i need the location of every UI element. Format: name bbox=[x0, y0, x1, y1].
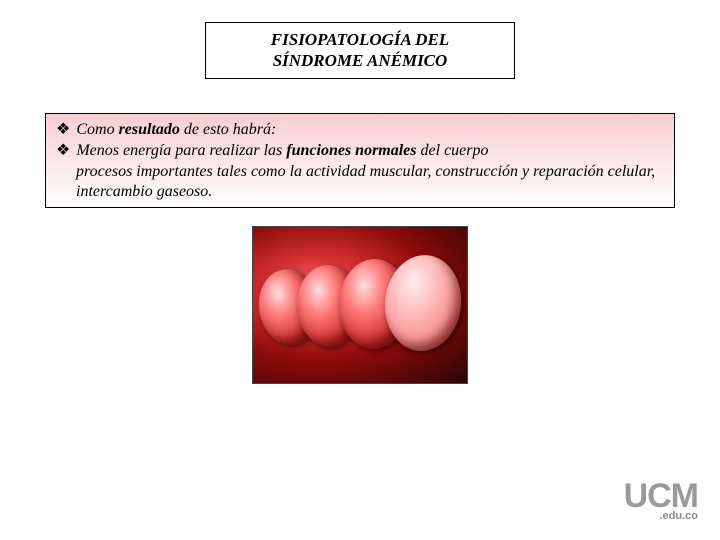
bullet-continuation: procesos importantes tales como la activ… bbox=[76, 162, 664, 204]
bullet-item: ❖ Menos energía para realizar las funcio… bbox=[56, 141, 664, 162]
logo-text: UCM bbox=[624, 481, 698, 512]
bullet-text: Como resultado de esto habrá: bbox=[76, 120, 664, 141]
bullet-item: ❖ Como resultado de esto habrá: bbox=[56, 120, 664, 141]
bullet-text: Menos energía para realizar las funcione… bbox=[76, 141, 664, 162]
title-box: FISIOPATOLOGÍA DEL SÍNDROME ANÉMICO bbox=[205, 22, 515, 79]
content-box: ❖ Como resultado de esto habrá: ❖ Menos … bbox=[45, 113, 675, 208]
blood-cells-image bbox=[252, 226, 468, 384]
diamond-bullet-icon: ❖ bbox=[56, 141, 70, 162]
ucm-logo: UCM .edu.co bbox=[624, 481, 698, 522]
title-line1: FISIOPATOLOGÍA DEL bbox=[216, 29, 504, 50]
diamond-bullet-icon: ❖ bbox=[56, 120, 70, 141]
title-line2: SÍNDROME ANÉMICO bbox=[216, 50, 504, 71]
